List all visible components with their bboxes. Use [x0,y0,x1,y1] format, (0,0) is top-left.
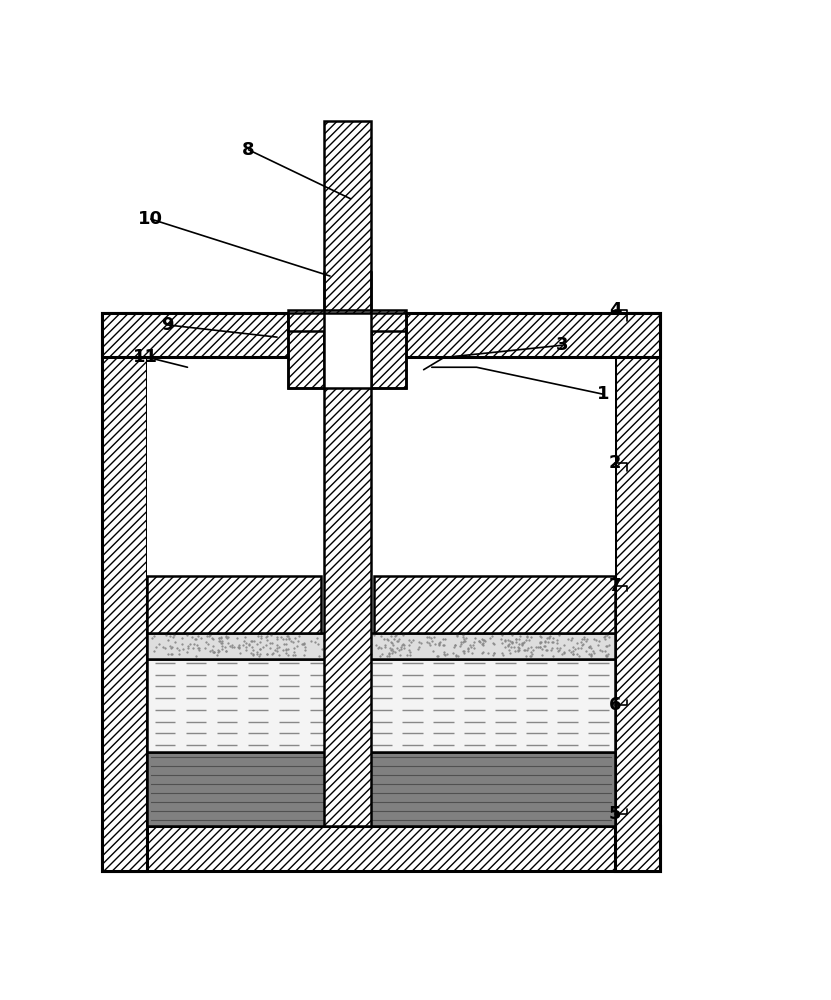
Bar [147,633,615,659]
Text: 1: 1 [597,385,609,403]
Text: 9: 9 [161,316,174,334]
Bar [147,576,321,633]
Bar [324,313,371,357]
Bar [615,313,660,871]
Bar [288,313,406,388]
Bar [147,357,615,576]
Text: 4: 4 [609,301,622,319]
Bar [147,752,615,826]
Text: 8: 8 [243,141,255,159]
Bar [102,313,660,357]
Text: 3: 3 [556,336,568,354]
Bar [102,313,147,871]
Text: 11: 11 [133,348,158,366]
Bar [374,576,615,633]
Text: 7: 7 [609,577,622,595]
Text: 2: 2 [609,454,622,472]
Bar [371,313,406,388]
Bar [102,826,660,871]
Text: 6: 6 [609,696,622,714]
Bar [324,313,371,388]
Bar [147,659,615,752]
Text: 5: 5 [609,805,622,823]
Bar [324,121,371,826]
Text: 10: 10 [138,210,164,228]
Bar [288,310,406,331]
Bar [288,313,324,388]
